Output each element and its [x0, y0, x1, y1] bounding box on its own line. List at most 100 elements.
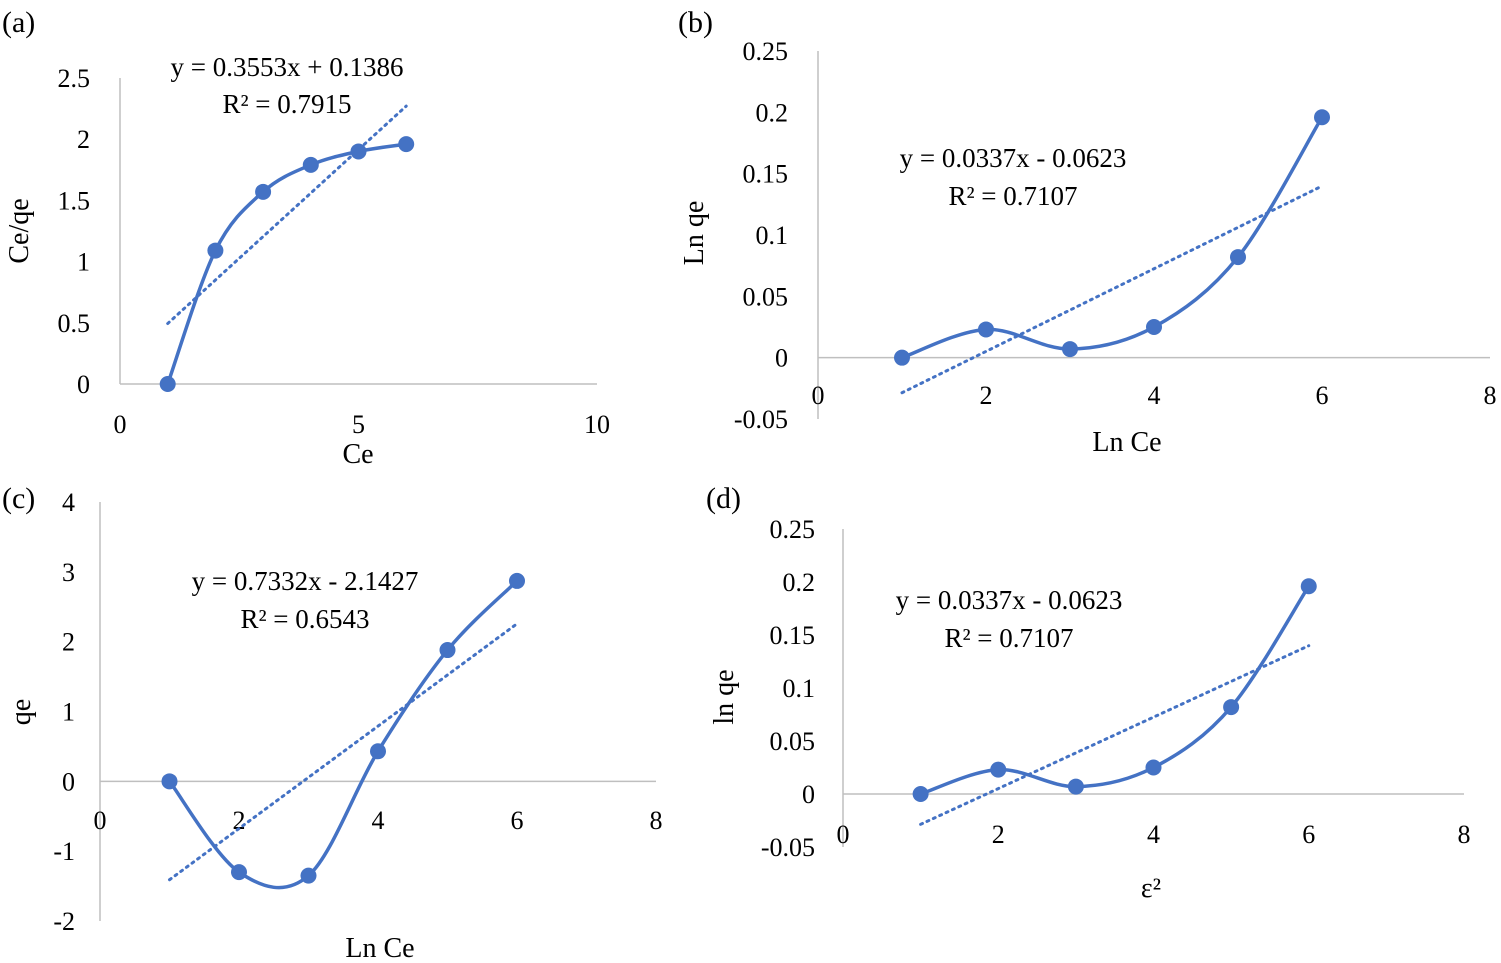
- x-tick-label: 8: [650, 806, 663, 835]
- x-axis-title: Ln Ce: [345, 933, 414, 963]
- data-point: [300, 867, 317, 884]
- r2-label: R² = 0.6543: [240, 604, 369, 634]
- equation-label: y = 0.0337x - 0.0623: [900, 143, 1127, 173]
- data-point: [398, 136, 415, 153]
- y-tick-label: 1.5: [58, 186, 91, 215]
- y-tick-label: 0: [62, 767, 75, 796]
- panel-a: (a) y = 0.3553x + 0.1386 R² = 0.7915 Ce …: [2, 6, 610, 470]
- y-tick-label: 4: [62, 488, 75, 517]
- trendline: [900, 184, 1324, 395]
- data-point: [509, 572, 525, 589]
- y-tick-label: 0.2: [783, 568, 816, 597]
- y-tick-label: 0.5: [58, 309, 91, 338]
- y-tick-label: 0.25: [743, 37, 789, 66]
- y-tick-label: -0.05: [761, 833, 815, 862]
- r2-label: R² = 0.7107: [948, 181, 1077, 211]
- trendline: [166, 104, 408, 326]
- equation-label: y = 0.3553x + 0.1386: [171, 52, 404, 82]
- y-tick-label: -0.05: [734, 405, 788, 434]
- data-point: [1314, 109, 1330, 126]
- data-point: [978, 321, 994, 338]
- x-tick-label: 4: [1147, 820, 1160, 849]
- data-point: [159, 376, 176, 392]
- y-tick-label: -1: [53, 837, 75, 866]
- data-point: [1145, 759, 1162, 776]
- trendline: [168, 622, 519, 882]
- data-point: [302, 156, 319, 173]
- data-point: [350, 143, 367, 160]
- x-tick-label: 4: [1148, 381, 1161, 410]
- r2-label: R² = 0.7915: [222, 89, 351, 119]
- y-tick-label: 0.1: [756, 221, 789, 250]
- panel-b: (b) y = 0.0337x - 0.0623 R² = 0.7107 Ln …: [678, 6, 1497, 458]
- x-tick-label: 6: [1316, 381, 1329, 410]
- data-point: [912, 786, 929, 802]
- data-point: [255, 183, 272, 200]
- data-point: [1146, 319, 1162, 335]
- x-tick-label: 0: [837, 820, 850, 849]
- y-tick-label: 0.15: [743, 160, 789, 189]
- y-tick-label: 2.5: [58, 64, 91, 93]
- panel-label: (a): [2, 6, 35, 39]
- x-tick-label: 0: [94, 806, 107, 835]
- series-line: [166, 142, 407, 385]
- data-point: [1223, 699, 1240, 716]
- x-axis-title: ε²: [1141, 873, 1161, 904]
- y-tick-label: 1: [62, 698, 75, 727]
- data-point: [990, 761, 1007, 778]
- r2-label: R² = 0.7107: [944, 623, 1073, 653]
- y-tick-label: 2: [77, 125, 90, 154]
- y-tick-label: 0.2: [756, 98, 789, 127]
- y-tick-label: 2: [62, 628, 75, 657]
- data-point: [1300, 578, 1317, 595]
- x-tick-label: 8: [1458, 820, 1471, 849]
- x-tick-label: 5: [352, 410, 365, 439]
- panel-label: (b): [678, 6, 713, 39]
- data-point: [161, 773, 178, 790]
- data-point: [439, 642, 456, 659]
- x-tick-label: 4: [372, 806, 385, 835]
- y-axis-title: ln qe: [709, 669, 740, 724]
- panel-label: (c): [2, 482, 35, 515]
- y-axis-title: qe: [6, 699, 37, 725]
- equation-label: y = 0.7332x - 2.1427: [192, 566, 419, 596]
- x-axis-title: Ce: [342, 439, 373, 470]
- x-tick-label: 6: [511, 806, 524, 835]
- y-tick-label: 1: [77, 248, 90, 277]
- y-tick-label: -2: [53, 907, 75, 936]
- x-tick-label: 6: [1302, 820, 1315, 849]
- data-point: [894, 349, 910, 366]
- panel-label: (d): [706, 482, 741, 515]
- x-tick-label: 2: [980, 381, 993, 410]
- x-axis-title: Ln Ce: [1092, 427, 1161, 458]
- y-tick-label: 0: [802, 780, 815, 809]
- equation-label: y = 0.0337x - 0.0623: [896, 585, 1123, 615]
- y-tick-label: 0.05: [770, 727, 816, 756]
- data-point: [1062, 341, 1078, 358]
- y-tick-label: 0: [775, 344, 788, 373]
- x-tick-label: 10: [584, 410, 610, 439]
- y-tick-label: 0.15: [770, 621, 816, 650]
- panel-d: (d) y = 0.0337x - 0.0623 R² = 0.7107 ε² …: [706, 482, 1471, 904]
- x-tick-label: 2: [992, 820, 1005, 849]
- y-tick-label: 0.25: [770, 515, 816, 544]
- y-tick-label: 0.1: [783, 674, 816, 703]
- x-tick-label: 0: [812, 381, 825, 410]
- y-tick-label: 0: [77, 370, 90, 399]
- data-point: [231, 864, 247, 881]
- panel-c: (c) y = 0.7332x - 2.1427 R² = 0.6543 Ln …: [2, 482, 663, 963]
- y-tick-label: 3: [62, 558, 75, 587]
- x-tick-label: 2: [233, 806, 246, 835]
- series-line: [920, 585, 1311, 796]
- data-point: [1067, 778, 1084, 795]
- y-axis-title: Ce/qe: [4, 198, 35, 263]
- x-tick-label: 0: [114, 410, 127, 439]
- data-point: [1230, 249, 1246, 266]
- data-point: [370, 743, 386, 760]
- y-tick-label: 0.05: [743, 282, 789, 311]
- trendline: [919, 644, 1311, 826]
- data-point: [207, 242, 224, 259]
- x-tick-label: 8: [1484, 381, 1497, 410]
- y-axis-title: Ln qe: [679, 201, 710, 266]
